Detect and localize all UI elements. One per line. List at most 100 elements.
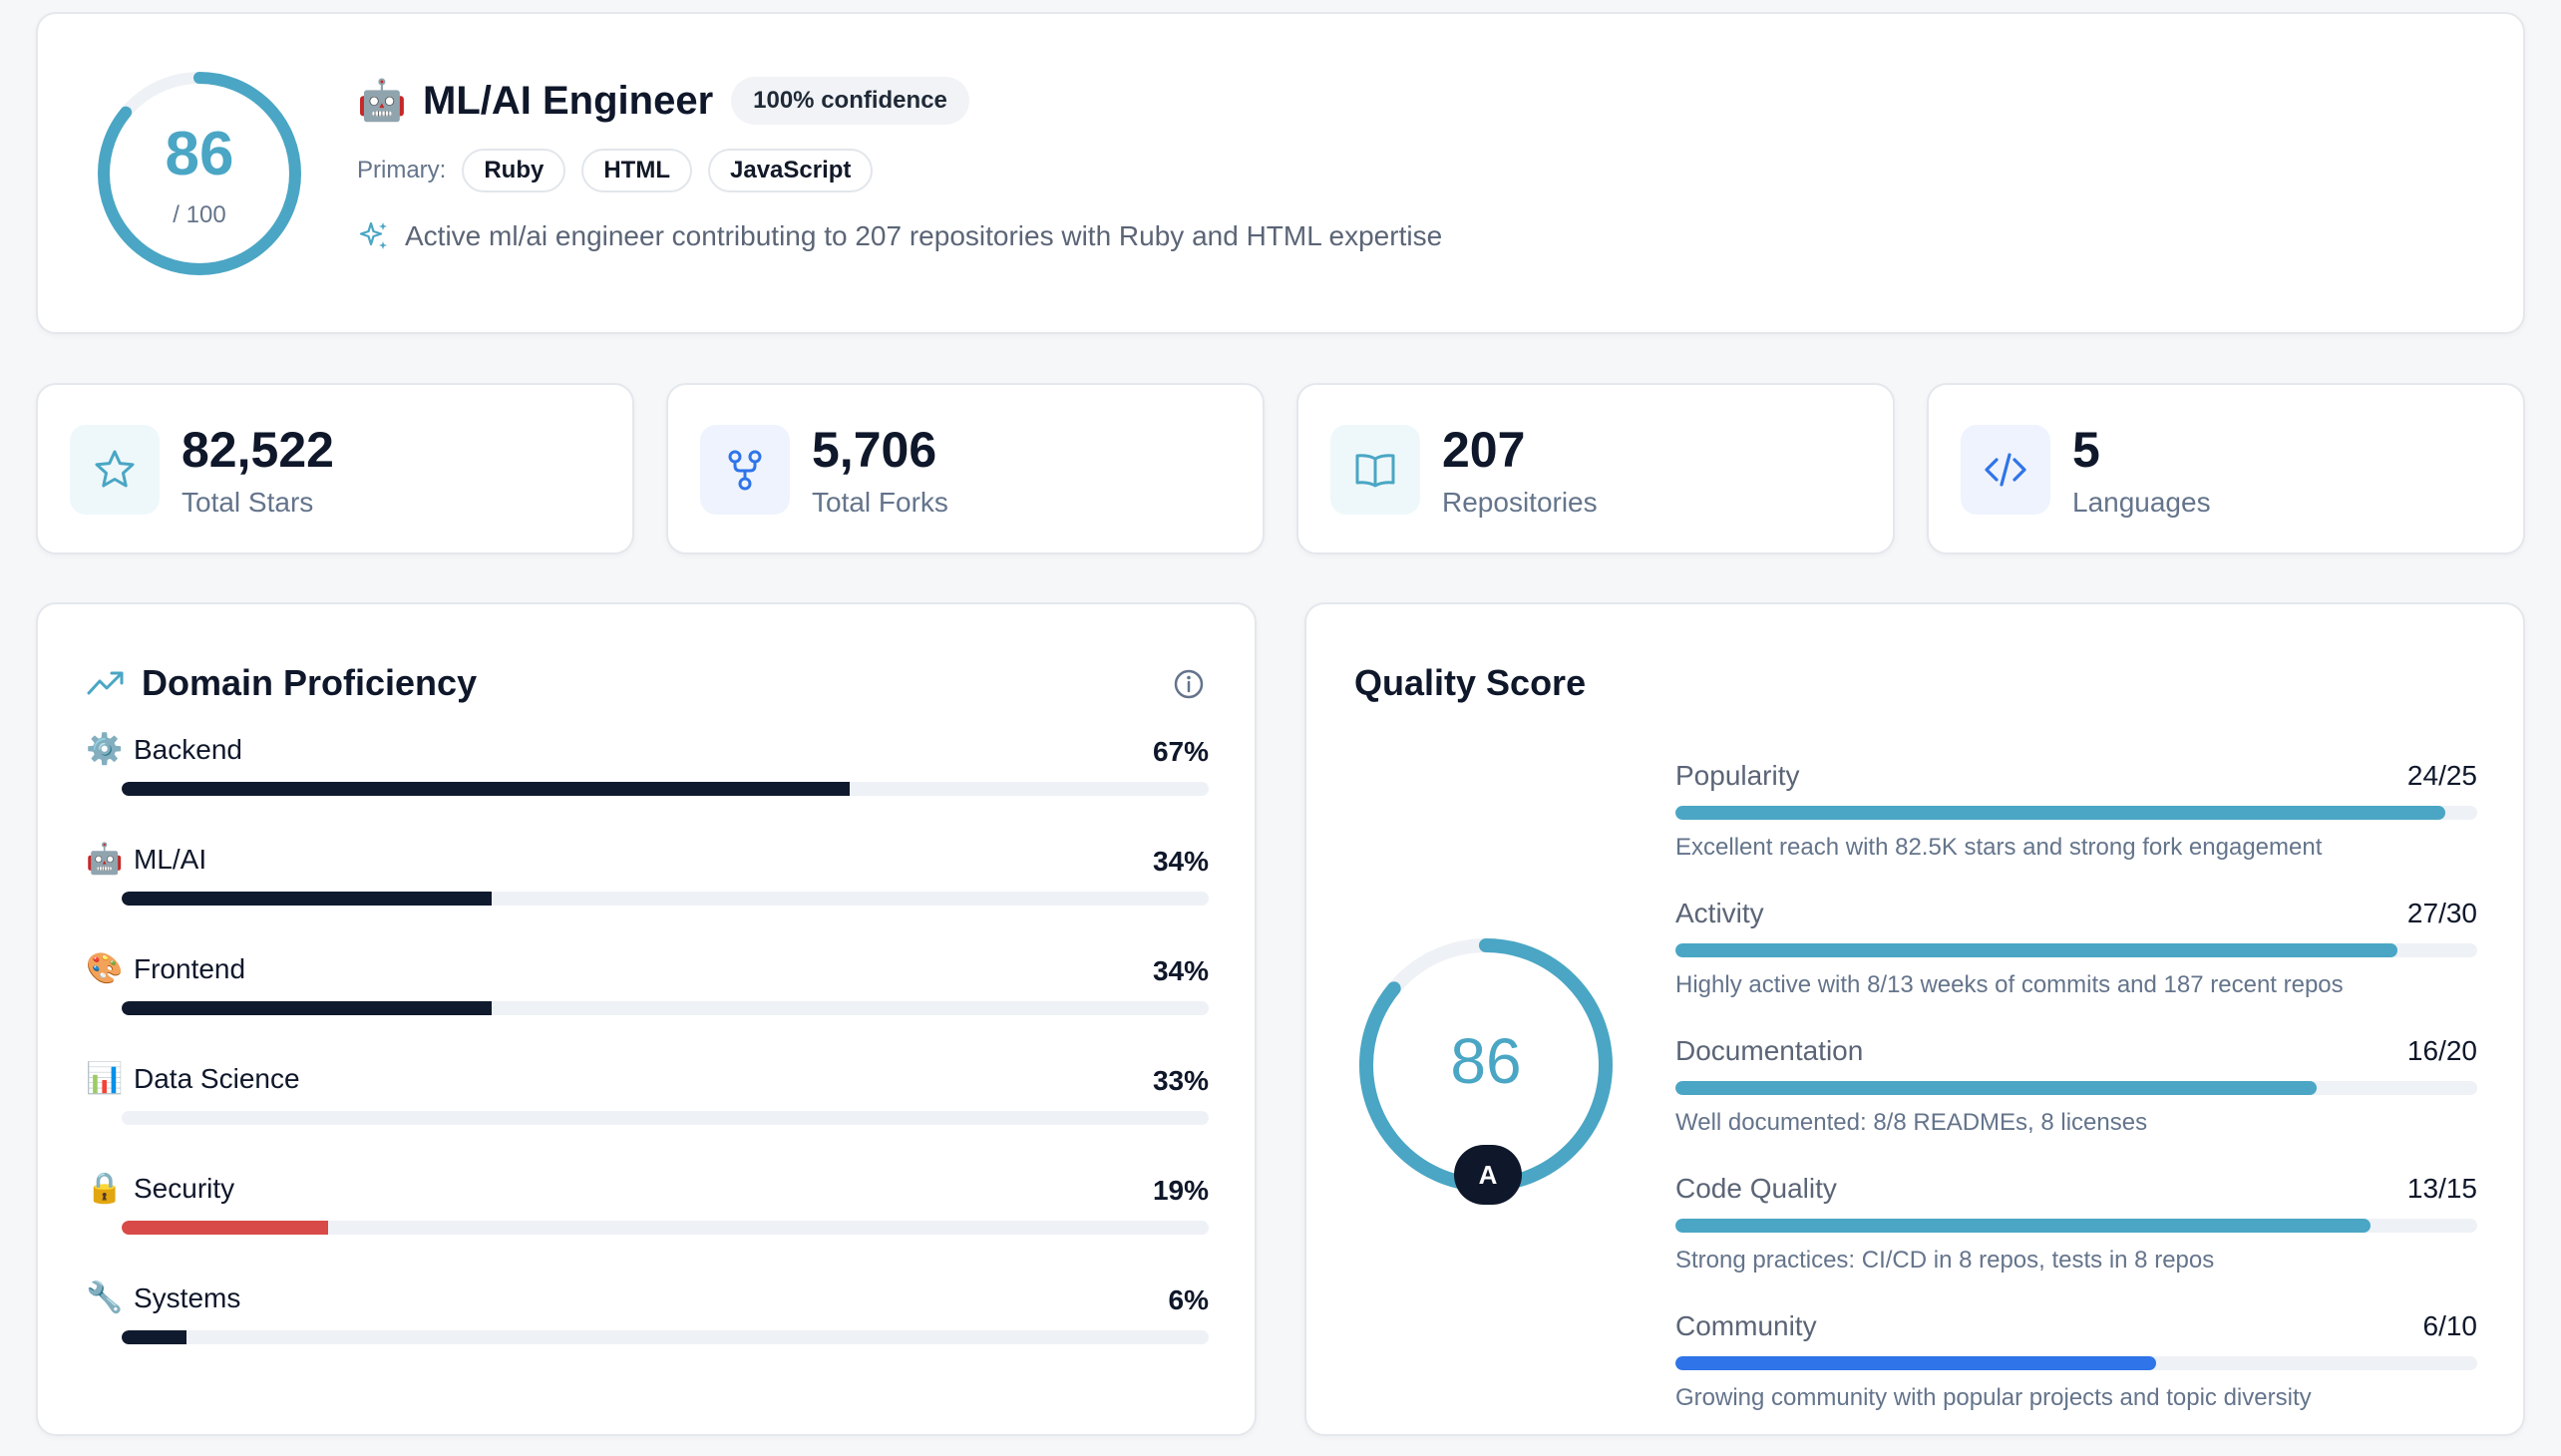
overall-score-value: 86 [165,120,234,188]
domain-name: Systems [134,1282,241,1313]
quality-bar-fill [1675,943,2397,957]
quality-bar-fill [1675,806,2445,820]
quality-metric-name: Code Quality [1675,1173,1837,1204]
code-icon [1961,425,2050,515]
domain-bar-fill [122,1221,329,1235]
domain-bar-fill [122,782,851,796]
domain-bar-fill [122,1111,481,1125]
quality-score-title: Quality Score [1354,662,1587,703]
domain-name: Data Science [134,1063,300,1094]
domain-percent: 67% [1152,736,1209,767]
domain-emoji-icon: 🔧 [86,1281,124,1314]
domain-bar-track [122,1221,1209,1235]
quality-row: Activity 27/30 Highly active with 8/13 wee… [1675,898,2477,1017]
domain-row: 🎨 Frontend 34% [86,951,1209,1051]
domain-proficiency-title: Domain Proficiency [142,662,478,703]
stat-card-stars: 82,522 Total Stars [36,383,634,554]
domain-emoji-icon: 📊 [86,1062,124,1095]
confidence-badge: 100% confidence [731,77,969,125]
domain-row: 📊 Data Science 33% [86,1061,1209,1161]
quality-metric-description: Well documented: 8/8 READMEs, 8 licenses [1675,1109,2148,1136]
quality-metric-score: 16/20 [2406,1035,2477,1066]
domain-name: Security [134,1173,235,1204]
language-chip-html[interactable]: HTML [581,149,692,192]
star-icon [70,425,160,515]
domain-emoji-icon: ⚙️ [86,733,124,766]
quality-metric-score: 24/25 [2406,760,2477,791]
domain-proficiency-panel: Domain Proficiency ⚙️ Backend 67% 🤖 ML/AI 34%… [36,602,1257,1436]
domain-percent: 34% [1152,846,1209,877]
overall-score-ring: 86 / 100 [94,68,305,279]
trending-up-icon [87,671,124,695]
quality-score-panel: Quality Score 86 A Popularity 24/25 Excell… [1304,602,2525,1436]
stat-label: Total Forks [812,487,948,518]
domain-bar-fill [122,892,492,906]
language-chip-javascript[interactable]: JavaScript [708,149,874,192]
domain-bar-track [122,1330,1209,1344]
domain-name: ML/AI [134,844,207,875]
primary-label: Primary: [357,157,447,183]
language-chip-ruby[interactable]: Ruby [462,149,566,192]
quality-metric-score: 27/30 [2406,898,2477,928]
robot-icon: 🤖 [357,79,407,123]
domain-name: Backend [134,734,242,765]
domain-bar-track [122,1111,1209,1125]
role-title: ML/AI Engineer [423,78,714,123]
domain-emoji-icon: 🔒 [86,1172,124,1205]
domain-row: ⚙️ Backend 67% [86,732,1209,832]
quality-bar-track [1675,1081,2477,1095]
domain-bar-fill [122,1330,187,1344]
stat-value: 82,522 [182,422,334,478]
domain-row: 🤖 ML/AI 34% [86,842,1209,941]
stat-label: Repositories [1442,487,1598,518]
info-icon[interactable] [1173,668,1205,700]
stat-value: 5,706 [812,422,937,478]
profile-description: Active ml/ai engineer contributing to 20… [405,220,1443,251]
quality-metric-score: 13/15 [2406,1173,2477,1204]
domain-bar-track [122,892,1209,906]
profile-card: 86 / 100 🤖 ML/AI Engineer 100% confidenc… [36,12,2525,334]
domain-percent: 6% [1168,1284,1209,1315]
quality-row: Code Quality 13/15 Strong practices: CI/CD… [1675,1173,2477,1292]
domain-percent: 19% [1152,1175,1209,1206]
stat-label: Total Stars [182,487,314,518]
quality-bar-track [1675,943,2477,957]
sparkle-icon [359,221,387,249]
quality-metric-name: Community [1675,1310,1817,1341]
overall-score-arc [98,72,301,275]
domain-percent: 33% [1152,1065,1209,1096]
domain-emoji-icon: 🤖 [86,843,124,876]
domain-row: 🔒 Security 19% [86,1171,1209,1271]
quality-metric-description: Strong practices: CI/CD in 8 repos, test… [1675,1247,2215,1274]
quality-score-value: 86 [1450,1025,1522,1097]
domain-bar-track [122,782,1209,796]
quality-bar-track [1675,1356,2477,1370]
quality-metric-score: 6/10 [2422,1310,2478,1341]
stat-card-languages: 5 Languages [1927,383,2525,554]
book-icon [1330,425,1420,515]
quality-metric-description: Highly active with 8/13 weeks of commits… [1675,971,2344,998]
stat-card-repositories: 207 Repositories [1296,383,1895,554]
domain-bar-fill [122,1001,492,1015]
quality-metric-description: Excellent reach with 82.5K stars and str… [1675,834,2323,861]
fork-icon [700,425,790,515]
grade-badge: A [1454,1145,1522,1205]
stat-label: Languages [2072,487,2211,518]
quality-bar-fill [1675,1081,2318,1095]
quality-metric-name: Popularity [1675,760,1800,791]
domain-name: Frontend [134,953,246,984]
quality-score-ring: 86 A [1354,933,1618,1205]
quality-bar-fill [1675,1356,2157,1370]
quality-metric-name: Activity [1675,898,1764,928]
domain-row: 🔧 Systems 6% [86,1280,1209,1380]
quality-row: Popularity 24/25 Excellent reach with 82.5… [1675,760,2477,880]
quality-bar-fill [1675,1219,2371,1233]
stat-value: 5 [2072,422,2100,478]
domain-emoji-icon: 🎨 [86,952,124,985]
quality-row: Community 6/10 Growing community with popu… [1675,1310,2477,1430]
quality-metric-name: Documentation [1675,1035,1864,1066]
stat-card-forks: 5,706 Total Forks [666,383,1265,554]
quality-bar-track [1675,1219,2477,1233]
stat-value: 207 [1442,422,1526,478]
quality-metric-description: Growing community with popular projects … [1675,1384,2312,1411]
